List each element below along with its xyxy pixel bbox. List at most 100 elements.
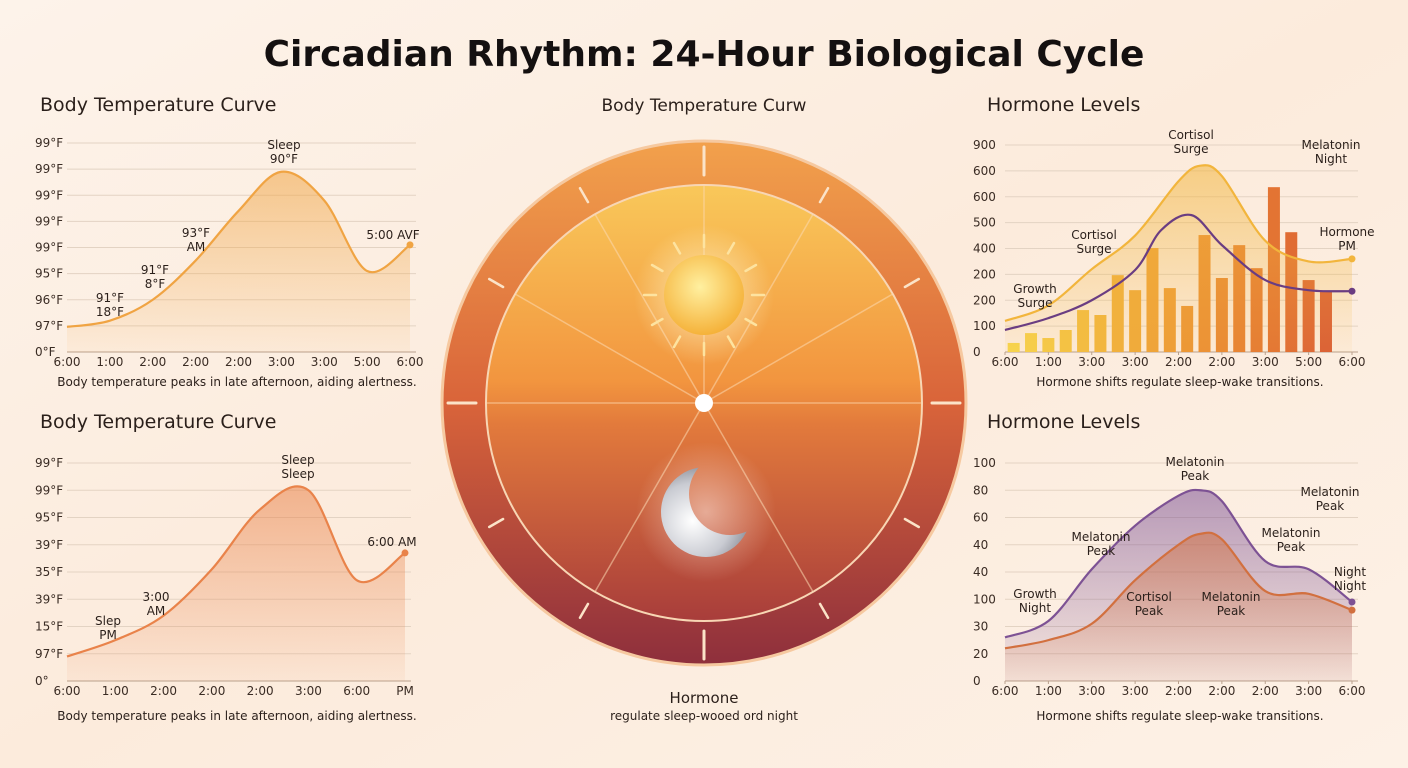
y-tick-label: 99°F (35, 483, 63, 497)
end-point (1348, 598, 1356, 606)
y-tick-label: 900 (973, 138, 996, 152)
annotation: PM (1338, 239, 1356, 253)
annotation: Peak (1181, 469, 1210, 483)
end-point (1348, 287, 1356, 295)
y-tick-label: 500 (973, 216, 996, 230)
annotation: Cortisol (1168, 128, 1214, 142)
x-tick-label: 6:00 (992, 684, 1019, 698)
annotation: 18°F (96, 305, 124, 319)
y-tick-label: 100 (973, 456, 996, 470)
annotation: 5:00 AVF (366, 228, 419, 242)
end-point (406, 241, 414, 249)
annotation: Cortisol (1126, 590, 1172, 604)
y-tick-label: 99°F (35, 188, 63, 202)
annotation: Night (1334, 579, 1367, 593)
x-tick-label: 5:00 (1295, 355, 1322, 369)
annotation: Surge (1174, 142, 1209, 156)
annotation: Surge (1018, 296, 1053, 310)
sun-rays (642, 233, 766, 357)
annotation: Melatonin (1071, 530, 1130, 544)
annotation: Surge (1077, 242, 1112, 256)
x-tick-label: 6:00 (54, 684, 81, 698)
y-tick-label: 99°F (35, 162, 63, 176)
x-tick-label: 2:00 (139, 355, 166, 369)
dial-tick (487, 517, 505, 529)
y-tick-label: 60 (973, 511, 988, 525)
annotation: Hormone (1319, 225, 1374, 239)
x-tick-label: 3:00 (268, 355, 295, 369)
chart-caption: Body temperature peaks in late afternoon… (57, 375, 416, 389)
y-tick-label: 99°F (35, 456, 63, 470)
dial-tick (487, 277, 505, 289)
x-tick-label: 6:00 (397, 355, 424, 369)
annotation: Melatonin (1300, 485, 1359, 499)
end-point (1348, 606, 1356, 614)
annotation: AM (187, 240, 206, 254)
x-tick-label: 3:00 (1295, 684, 1322, 698)
chart-caption: Hormone shifts regulate sleep-wake trans… (1036, 709, 1323, 723)
annotation: Growth (1013, 587, 1056, 601)
x-tick-label: 1:00 (102, 684, 129, 698)
y-tick-label: 35°F (35, 565, 63, 579)
annotation: Night (1019, 601, 1052, 615)
annotation: 93°F (182, 226, 210, 240)
chart-panel: Hormone Levels Hormone shifts regulate sl… (973, 411, 1366, 723)
y-tick-label: 600 (973, 190, 996, 204)
area-fill (1005, 165, 1352, 352)
x-tick-label: 1:00 (1035, 355, 1062, 369)
annotation: 91°F (141, 263, 169, 277)
annotation: Peak (1087, 544, 1116, 558)
sun-ray (650, 263, 664, 273)
y-tick-label: 0°F (35, 345, 56, 359)
x-tick-label: 2:00 (182, 355, 209, 369)
y-tick-label: 100 (973, 319, 996, 333)
y-tick-label: 0 (973, 345, 981, 359)
y-tick-label: 40 (973, 565, 988, 579)
dial-wedge-line (703, 293, 894, 404)
dial-tick (818, 186, 830, 204)
dial-ticks (446, 145, 962, 661)
end-point (401, 549, 409, 557)
y-tick-label: 95°F (35, 511, 63, 525)
y-tick-label: 39°F (35, 592, 63, 606)
x-tick-label: 3:00 (1252, 355, 1279, 369)
moon (661, 467, 751, 557)
x-tick-label: 1:00 (96, 355, 123, 369)
y-tick-label: 600 (973, 164, 996, 178)
y-tick-label: 15°F (35, 620, 63, 634)
chart-panel: Body Temperature Curve Body temperature p… (35, 411, 417, 723)
annotation: Sleep (281, 467, 314, 481)
x-tick-label: 6:00 (992, 355, 1019, 369)
sun-ray (744, 317, 758, 327)
chart-title: Hormone Levels (987, 94, 1140, 116)
annotation: Peak (1217, 604, 1246, 618)
dial-title: Body Temperature Curw (602, 96, 807, 116)
x-tick-label: 2:00 (1252, 684, 1279, 698)
chart-panel: Body Temperature Curve Body temperature p… (35, 94, 423, 389)
dial-wedge-line (514, 293, 705, 404)
x-tick-label: 2:00 (150, 684, 177, 698)
y-tick-label: 97°F (35, 319, 63, 333)
dial-label: Hormone (670, 689, 739, 707)
annotation: Night (1315, 152, 1348, 166)
x-tick-label: 1:00 (1035, 684, 1062, 698)
x-tick-label: 2:00 (198, 684, 225, 698)
area-fill (67, 486, 405, 681)
annotation: 90°F (270, 152, 298, 166)
chart-caption: Body temperature peaks in late afternoon… (57, 709, 416, 723)
y-tick-label: 400 (973, 242, 996, 256)
x-tick-label: 2:00 (225, 355, 252, 369)
line (1004, 531, 1353, 650)
y-tick-label: 96°F (35, 293, 63, 307)
annotation: Growth (1013, 282, 1056, 296)
sun-ray (650, 317, 664, 327)
y-tick-label: 99°F (35, 241, 63, 255)
y-tick-label: 39°F (35, 538, 63, 552)
chart-title: Body Temperature Curve (40, 94, 276, 116)
line (1004, 488, 1353, 639)
y-tick-label: 0° (35, 674, 49, 688)
annotation: Slep (95, 614, 121, 628)
dial-tick (818, 602, 830, 620)
x-tick-label: 6:00 (343, 684, 370, 698)
